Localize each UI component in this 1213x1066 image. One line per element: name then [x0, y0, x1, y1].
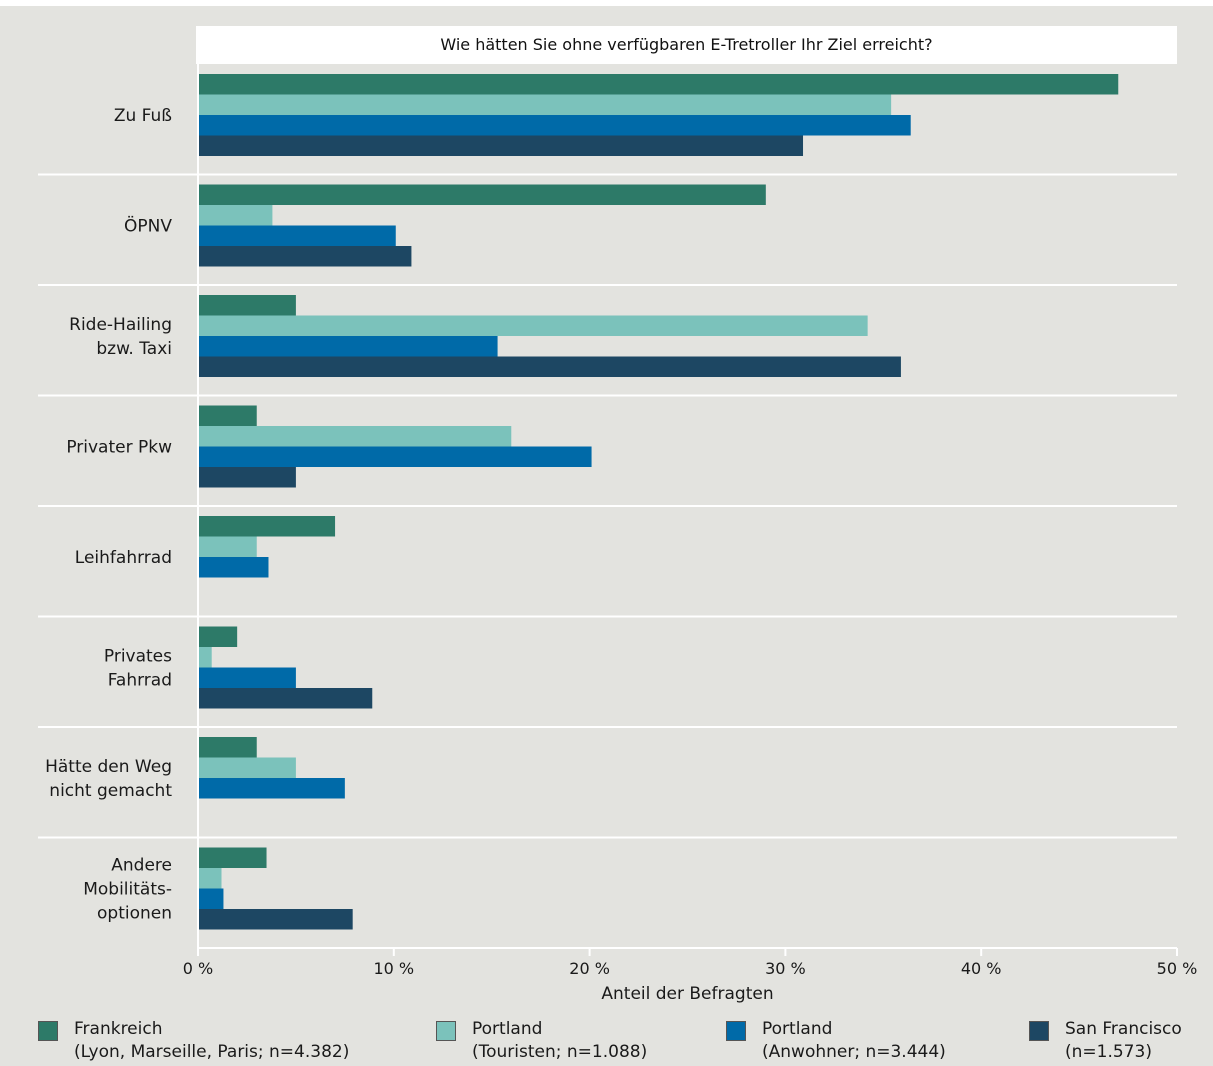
bar [198, 778, 345, 799]
bar [198, 847, 267, 868]
bar [198, 205, 273, 226]
category-label: Andere [111, 856, 172, 876]
legend-label: Portland [472, 1019, 543, 1039]
bar [198, 184, 766, 205]
bar [198, 135, 804, 156]
category-label: Privater Pkw [66, 438, 172, 458]
category-label: Privates [104, 647, 172, 667]
title-box [196, 26, 1177, 64]
legend-label: Frankreich [74, 1019, 163, 1039]
x-axis-label: Anteil der Befragten [601, 984, 773, 1004]
category-label: ÖPNV [124, 215, 172, 237]
bar [198, 888, 224, 909]
bar [198, 516, 336, 537]
category-label: bzw. Taxi [96, 339, 172, 359]
bar [198, 225, 396, 246]
legend-label: San Francisco [1065, 1019, 1182, 1039]
x-tick-label: 0 % [183, 959, 213, 978]
top-rule [0, 0, 1213, 6]
category-label: Hätte den Weg [45, 757, 172, 777]
legend-sublabel: (Anwohner; n=3.444) [762, 1042, 946, 1062]
bar [198, 405, 257, 426]
bar [198, 336, 498, 357]
x-tick-label: 20 % [569, 959, 610, 978]
x-tick-label: 10 % [373, 959, 414, 978]
category-label: optionen [97, 904, 172, 924]
bar [198, 667, 296, 688]
bar [198, 467, 296, 488]
category-label: nicht gemacht [49, 781, 172, 801]
bar [198, 757, 296, 778]
bar [198, 74, 1119, 95]
legend-swatch-portland-anwohner [726, 1021, 746, 1041]
bar [198, 536, 257, 557]
bar [198, 315, 868, 336]
bar [198, 446, 592, 467]
category-label: Zu Fuß [114, 106, 172, 126]
bar [198, 426, 512, 447]
bar [198, 688, 373, 709]
legend-label: Portland [762, 1019, 833, 1039]
legend-item-portland-touristen: Portland (Touristen; n=1.088) [436, 1018, 647, 1064]
legend-swatch-portland-touristen [436, 1021, 456, 1041]
bar [198, 115, 911, 136]
x-tick-label: 30 % [765, 959, 806, 978]
bar [198, 626, 238, 647]
legend-item-san-francisco: San Francisco (n=1.573) [1029, 1018, 1182, 1064]
category-label: Mobilitäts- [83, 880, 172, 900]
x-tick-label: 50 % [1157, 959, 1198, 978]
bar [198, 647, 212, 668]
legend-sublabel: (n=1.573) [1065, 1042, 1152, 1062]
bar [198, 868, 222, 889]
bar [198, 246, 412, 267]
bar [198, 909, 353, 930]
category-label: Leihfahrrad [75, 548, 172, 568]
legend-item-frankreich: Frankreich (Lyon, Marseille, Paris; n=4.… [38, 1018, 349, 1064]
legend-sublabel: (Touristen; n=1.088) [472, 1042, 648, 1062]
category-label: Fahrrad [108, 671, 172, 691]
bar [198, 356, 901, 377]
bar [198, 557, 269, 578]
chart-title: Wie hätten Sie ohne verfügbaren E-Tretro… [440, 35, 932, 54]
legend-item-portland-anwohner: Portland (Anwohner; n=3.444) [726, 1018, 946, 1064]
bar [198, 737, 257, 758]
legend-sublabel: (Lyon, Marseille, Paris; n=4.382) [74, 1042, 350, 1062]
bar [198, 94, 892, 115]
legend-swatch-frankreich [38, 1021, 58, 1041]
legend-swatch-san-francisco [1029, 1021, 1049, 1041]
bar [198, 295, 296, 316]
x-tick-label: 40 % [961, 959, 1002, 978]
category-label: Ride-Hailing [69, 315, 172, 335]
